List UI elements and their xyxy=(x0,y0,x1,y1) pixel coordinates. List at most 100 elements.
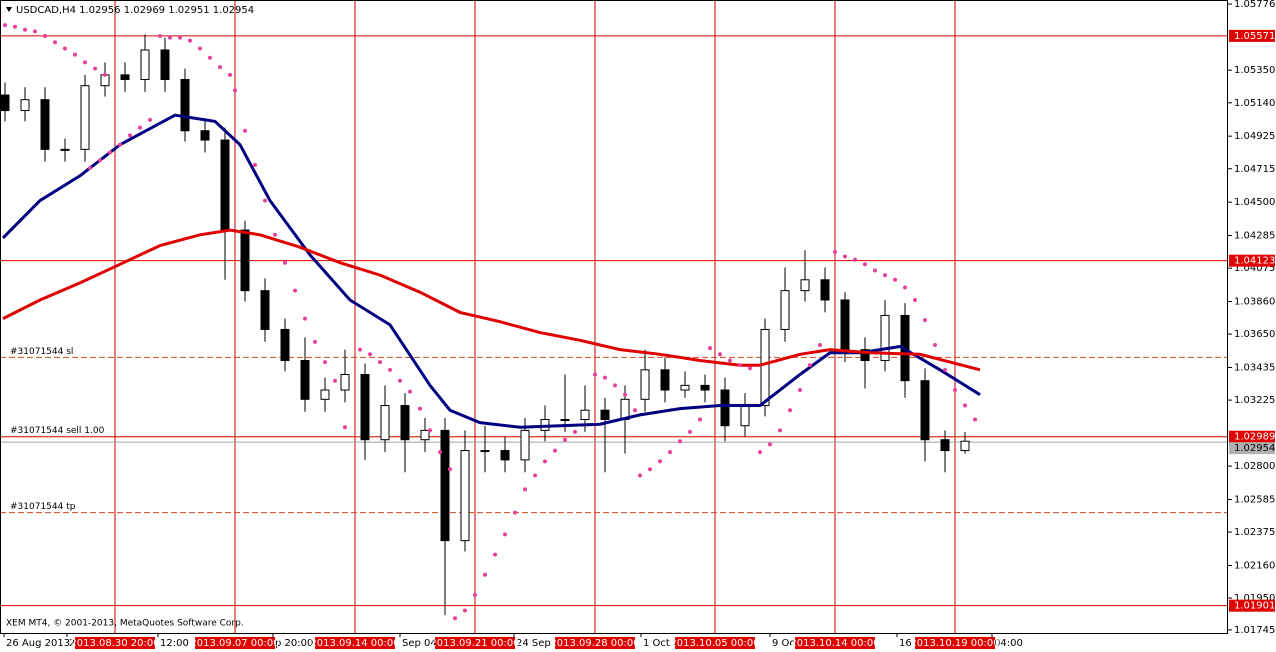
bid-label-box xyxy=(1229,442,1275,455)
sar-dot xyxy=(228,72,232,77)
sar-dot xyxy=(118,142,122,147)
sar-dot xyxy=(408,389,412,394)
candle-body xyxy=(580,409,590,421)
high-price: 1.02969 xyxy=(124,5,165,16)
candle-body xyxy=(860,349,870,362)
candle-body xyxy=(380,405,390,441)
candle-body xyxy=(560,419,570,422)
sar-dot xyxy=(903,285,907,290)
sar-dot xyxy=(473,592,477,597)
candle-body xyxy=(80,85,90,150)
candle-body xyxy=(480,450,490,453)
sar-dot xyxy=(593,372,597,377)
sar-dot xyxy=(573,429,577,434)
sar-dot xyxy=(208,55,212,60)
sar-dot xyxy=(718,352,722,357)
y-tick-label: 1.04285 xyxy=(1234,231,1275,242)
candle-body xyxy=(60,148,70,151)
y-tick-label: 1.02800 xyxy=(1234,461,1275,472)
sar-dot xyxy=(768,442,772,447)
sar-dot xyxy=(688,429,692,434)
chart-header: USDCAD,H4 1.02956 1.02969 1.02951 1.0295… xyxy=(16,5,254,16)
plot-frame xyxy=(0,0,1228,634)
sar-dot xyxy=(388,367,392,372)
sar-dot xyxy=(188,38,192,43)
y-tick-label: 1.04715 xyxy=(1234,164,1275,175)
candle-body xyxy=(160,49,170,80)
candle-body xyxy=(220,139,230,231)
y-tick-label: 1.05140 xyxy=(1234,98,1275,109)
y-tick-label: 1.03650 xyxy=(1234,329,1275,340)
y-tick-label: 1.04500 xyxy=(1234,197,1275,208)
sar-dot xyxy=(103,72,107,77)
date-label-box xyxy=(435,637,515,649)
sar-dot xyxy=(603,375,607,380)
sar-dot xyxy=(913,297,917,302)
sar-dot xyxy=(453,616,457,621)
sar-dot xyxy=(218,65,222,70)
candle-body xyxy=(420,429,430,441)
sar-dot xyxy=(758,450,762,455)
sar-dot xyxy=(273,232,277,237)
sar-dot xyxy=(43,34,47,39)
candle-body xyxy=(760,328,770,407)
sar-dot xyxy=(873,268,877,273)
sar-dot xyxy=(963,403,967,408)
order-label: #31071544 sell 1.00 xyxy=(10,426,105,436)
sar-dot xyxy=(368,352,372,357)
y-tick-label: 1.01950 xyxy=(1234,593,1275,604)
sar-dot xyxy=(233,88,237,93)
sar-dot xyxy=(533,473,537,478)
bid-label: 1.02954 xyxy=(1234,443,1275,454)
x-tick-label: 1 Oct 2 xyxy=(643,638,679,649)
y-tick-label: 1.04075 xyxy=(1234,263,1275,274)
sar-dot xyxy=(513,510,517,515)
date-label: 2013.10.14 00:00 xyxy=(790,638,879,649)
candle-body xyxy=(700,384,710,391)
order-label: #31071544 tp xyxy=(10,502,76,512)
y-tick-label: 1.03860 xyxy=(1234,297,1275,308)
date-label-box xyxy=(795,637,875,649)
candle-body xyxy=(840,299,850,351)
sar-dot xyxy=(63,46,67,51)
sar-dot xyxy=(108,150,112,155)
sar-dot xyxy=(668,450,672,455)
sar-dot xyxy=(463,608,467,613)
sar-dot xyxy=(93,66,97,71)
sar-dot xyxy=(818,342,822,347)
sar-dot xyxy=(623,392,627,397)
candle-body xyxy=(780,290,790,330)
sar-dot xyxy=(53,40,57,45)
sar-dot xyxy=(503,532,507,537)
y-tick-label: 1.02375 xyxy=(1234,527,1275,538)
sar-dot xyxy=(778,428,782,433)
date-label: 2013.10.05 00:00 xyxy=(670,638,759,649)
sar-dot xyxy=(953,388,957,393)
candle-body xyxy=(800,279,810,292)
candle-body xyxy=(440,429,450,542)
candle-body xyxy=(820,279,830,301)
sar-dot xyxy=(943,367,947,372)
sar-dot xyxy=(923,318,927,323)
menu-triangle[interactable] xyxy=(6,7,12,12)
candle-body xyxy=(680,384,690,391)
candle-body xyxy=(640,369,650,400)
date-label: 2013.10.19 00:00 xyxy=(910,638,999,649)
sar-dot xyxy=(638,473,642,478)
sar-dot xyxy=(98,158,102,163)
level-label-box xyxy=(1229,254,1275,267)
sar-dot xyxy=(543,459,547,464)
sar-dot xyxy=(323,360,327,365)
sar-dot xyxy=(418,406,422,411)
candle-body xyxy=(720,389,730,427)
sar-dot xyxy=(863,262,867,267)
sar-dot xyxy=(973,417,977,422)
candle-body xyxy=(500,450,510,461)
y-tick-label: 1.04925 xyxy=(1234,131,1275,142)
date-label: 2013.08.30 20:00 xyxy=(70,638,159,649)
sar-dot xyxy=(358,347,362,352)
y-tick-label: 1.05350 xyxy=(1234,65,1275,76)
sar-dot xyxy=(708,346,712,351)
sar-dot xyxy=(128,133,132,138)
sar-dot xyxy=(168,35,172,40)
